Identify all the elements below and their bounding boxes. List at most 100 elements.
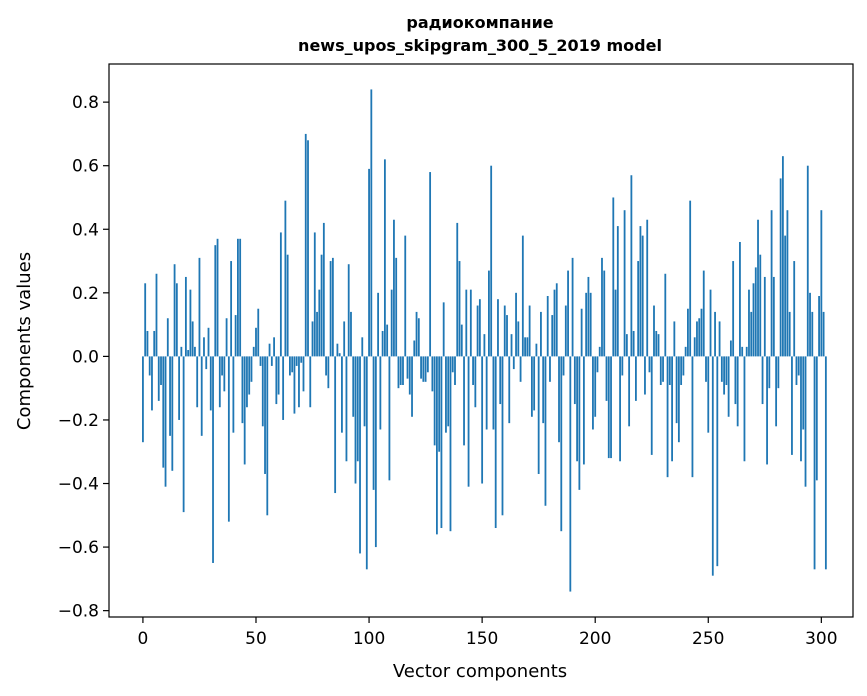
- bar-269: [750, 311, 753, 357]
- bar-45: [243, 356, 246, 465]
- bar-259: [727, 356, 730, 417]
- bar-280: [775, 356, 778, 427]
- bar-232: [666, 356, 669, 478]
- bar-101: [370, 89, 373, 357]
- x-axis-ticks: 0 50 100 150 200 250 300: [138, 617, 838, 649]
- bar-213: [623, 210, 626, 357]
- bar-156: [494, 356, 497, 529]
- bar-143: [465, 289, 468, 357]
- bar-181: [551, 315, 554, 357]
- bar-255: [718, 321, 721, 357]
- bar-170: [526, 337, 529, 357]
- bar-261: [732, 261, 735, 357]
- bar-82: [327, 356, 330, 389]
- bar-222: [644, 356, 646, 395]
- bar-274: [761, 356, 764, 405]
- bar-62: [282, 356, 285, 420]
- bar-218: [635, 356, 637, 401]
- bar-67: [293, 356, 296, 414]
- bar-29: [207, 327, 210, 357]
- bar-231: [664, 273, 667, 357]
- bar-203: [601, 257, 603, 357]
- bar-72: [304, 133, 307, 357]
- bar-22: [191, 321, 194, 357]
- bar-71: [302, 356, 305, 392]
- y-tick-label: −0.2: [58, 411, 99, 431]
- bar-295: [809, 292, 811, 357]
- bar-6: [155, 273, 158, 357]
- bar-254: [716, 356, 719, 567]
- bar-230: [662, 356, 664, 382]
- bar-281: [777, 356, 780, 389]
- bar-191: [573, 356, 576, 405]
- bar-217: [632, 330, 635, 357]
- bar-123: [420, 356, 422, 379]
- bar-84: [331, 257, 334, 357]
- bar-193: [578, 356, 581, 490]
- bar-75: [311, 321, 314, 357]
- bar-25: [198, 257, 201, 357]
- bar-245: [696, 321, 698, 357]
- bar-247: [700, 308, 703, 357]
- bar-284: [784, 235, 787, 357]
- x-tick-label: 150: [466, 629, 498, 649]
- bar-0: [142, 356, 144, 443]
- y-tick-label: 0.0: [72, 347, 99, 367]
- bar-93: [352, 356, 355, 417]
- bar-163: [510, 334, 513, 357]
- bar-19: [184, 276, 187, 357]
- bar-253: [714, 311, 716, 357]
- bar-14: [173, 264, 176, 357]
- bar-273: [759, 254, 762, 357]
- bar-224: [648, 356, 651, 373]
- bar-48: [250, 356, 253, 382]
- bar-34: [218, 356, 221, 408]
- bar-180: [549, 356, 551, 382]
- y-tick-label: −0.6: [58, 538, 99, 558]
- bar-147: [474, 356, 477, 408]
- bar-206: [607, 356, 610, 459]
- bar-70: [300, 356, 303, 363]
- bar-185: [560, 356, 563, 532]
- bar-2: [146, 330, 149, 357]
- bar-128: [431, 356, 434, 392]
- bar-186: [562, 356, 565, 376]
- bar-122: [417, 318, 420, 357]
- bar-5: [153, 330, 156, 357]
- x-tick-label: 250: [692, 629, 724, 649]
- bar-272: [757, 219, 759, 357]
- bar-33: [216, 238, 219, 357]
- bar-52: [259, 356, 262, 366]
- bar-188: [567, 270, 569, 357]
- bar-68: [295, 356, 298, 366]
- x-tick-label: 50: [245, 629, 267, 649]
- bar-95: [356, 356, 359, 462]
- bar-235: [673, 321, 676, 357]
- bar-58: [273, 337, 275, 357]
- bar-199: [592, 356, 594, 430]
- bar-53: [261, 356, 264, 427]
- bar-103: [374, 356, 377, 548]
- bar-285: [786, 210, 789, 357]
- bar-13: [171, 356, 174, 471]
- bar-66: [291, 356, 294, 373]
- bar-114: [399, 356, 402, 385]
- bar-289: [795, 356, 798, 385]
- bar-99: [365, 356, 368, 570]
- bar-137: [451, 356, 454, 373]
- bar-94: [354, 356, 357, 484]
- bar-204: [603, 270, 606, 357]
- bar-267: [745, 346, 748, 357]
- bar-149: [478, 299, 481, 357]
- bar-98: [363, 356, 366, 427]
- bar-127: [429, 172, 432, 357]
- chart-title-line-1: радиокомпание: [406, 13, 553, 32]
- bar-140: [458, 261, 461, 357]
- plot-frame: [108, 63, 854, 618]
- bar-161: [506, 315, 508, 357]
- bar-290: [797, 356, 800, 376]
- bar-214: [625, 334, 628, 357]
- bar-184: [558, 356, 560, 443]
- bar-9: [162, 356, 165, 468]
